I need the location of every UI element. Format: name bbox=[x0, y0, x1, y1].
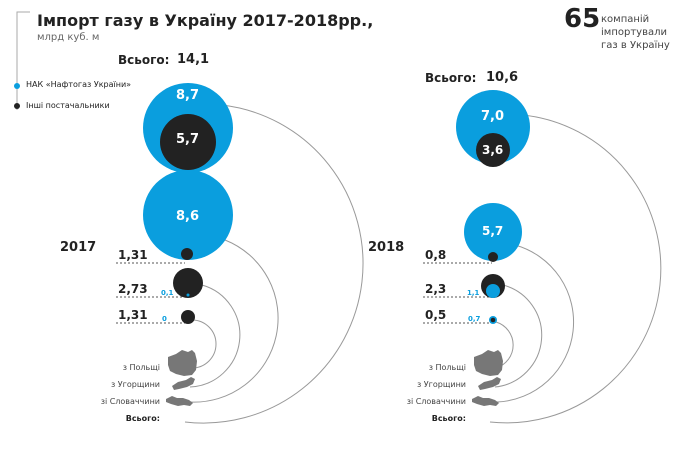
hu-others-2017: 2,73 bbox=[118, 282, 148, 296]
slovakia-map-icon bbox=[472, 396, 499, 406]
bubble-2018-naftogaz bbox=[456, 90, 530, 164]
bubble-2017-hu-naftogaz bbox=[186, 293, 190, 297]
arc-poland-2018 bbox=[495, 321, 514, 369]
total-value-2017: 14,1 bbox=[177, 52, 210, 67]
hu-naftogaz-2018: 1,1 bbox=[467, 289, 480, 297]
sk-naftogaz-value-2017: 8,6 bbox=[176, 209, 200, 224]
bubble-2017-others bbox=[160, 114, 216, 170]
year-label-2017: 2017 bbox=[60, 240, 97, 255]
country-poland-2017: з Польщі bbox=[122, 363, 160, 372]
companies-text-2: імпортували bbox=[601, 27, 667, 38]
pl-others-2018: 0,5 bbox=[425, 308, 447, 322]
legend-line bbox=[16, 11, 30, 110]
legend-naftogaz: НАК «Нафтогаз України» bbox=[26, 80, 132, 89]
country-total-2018: Всього: bbox=[431, 414, 466, 423]
country-slovakia-2017: зі Словаччини bbox=[100, 397, 160, 406]
arc-slovakia-2017 bbox=[189, 239, 279, 403]
poland-map-icon bbox=[474, 350, 503, 376]
sk-naftogaz-value-2018: 5,7 bbox=[482, 224, 504, 238]
companies-text: компаній імпортували газ в Україну bbox=[601, 13, 670, 52]
arc-hungary-2017 bbox=[189, 284, 241, 388]
bubble-2018-others bbox=[476, 133, 510, 167]
naftogaz-value-2017: 8,7 bbox=[176, 88, 200, 103]
others-value-2017: 5,7 bbox=[176, 132, 200, 147]
poland-map-icon bbox=[168, 350, 197, 376]
country-poland-2018: з Польщі bbox=[428, 363, 466, 372]
hungary-map-icon bbox=[172, 377, 195, 390]
country-slovakia-2018: зі Словаччини bbox=[406, 397, 466, 406]
arc-hungary-2018 bbox=[494, 284, 543, 388]
sk-others-2017: 1,31 bbox=[118, 248, 148, 262]
bubble-2018-sk-others bbox=[488, 252, 498, 262]
country-hungary-2018: з Угорщини bbox=[416, 380, 466, 389]
bubble-2018-pl-others bbox=[490, 317, 496, 323]
bubble-2017-sk-others bbox=[181, 248, 193, 260]
pl-others-2017: 1,31 bbox=[118, 308, 148, 322]
naftogaz-value-2018: 7,0 bbox=[481, 109, 505, 124]
companies-text-3: газ в Україну bbox=[601, 40, 670, 51]
slovakia-map-icon bbox=[166, 396, 193, 406]
bubble-2017-pl-others bbox=[181, 310, 195, 324]
hungary-map-icon bbox=[478, 377, 501, 390]
year-label-2018: 2018 bbox=[368, 240, 405, 255]
chart-title: Імпорт газу в Україну 2017-2018рр., bbox=[37, 11, 374, 30]
bubble-2017-hu-others bbox=[173, 268, 203, 298]
others-value-2018: 3,6 bbox=[482, 143, 504, 157]
legend-dot-others bbox=[14, 103, 20, 109]
total-label-2017: Всього: bbox=[118, 53, 170, 67]
total-label-2018: Всього: bbox=[425, 71, 477, 85]
hu-naftogaz-2017: 0,1 bbox=[161, 289, 174, 297]
unit-label: млрд куб. м bbox=[37, 32, 100, 43]
companies-text-1: компаній bbox=[601, 14, 650, 25]
arc-total-2018 bbox=[489, 114, 662, 424]
arc-slovakia-2018 bbox=[496, 244, 575, 403]
bubble-2018-hu-naftogaz bbox=[486, 284, 500, 298]
hu-others-2018: 2,3 bbox=[425, 282, 447, 296]
legend-others: Інші постачальники bbox=[26, 101, 110, 110]
country-total-2017: Всього: bbox=[125, 414, 160, 423]
legend-dot-naftogaz bbox=[14, 83, 20, 89]
pl-naftogaz-2017: 0 bbox=[162, 315, 167, 323]
sk-others-2018: 0,8 bbox=[425, 248, 447, 262]
country-hungary-2017: з Угорщини bbox=[110, 380, 160, 389]
bubble-2018-sk-naftogaz bbox=[464, 203, 522, 261]
arc-total-2017 bbox=[184, 104, 364, 424]
arc-poland-2017 bbox=[191, 319, 217, 369]
pl-naftogaz-2018: 0,7 bbox=[468, 315, 481, 323]
companies-count: 65 bbox=[564, 4, 601, 34]
bubble-2017-sk-naftogaz bbox=[143, 170, 233, 260]
total-value-2018: 10,6 bbox=[486, 70, 519, 85]
